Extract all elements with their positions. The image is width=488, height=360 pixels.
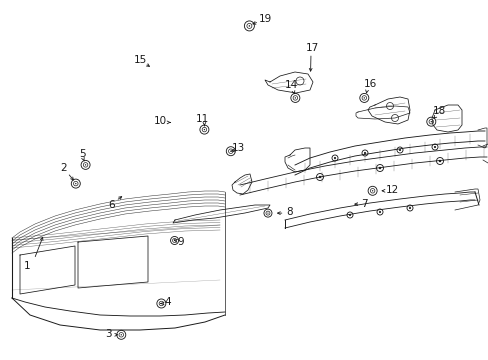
Text: 4: 4 [164, 297, 171, 307]
Text: 5: 5 [79, 149, 85, 159]
Circle shape [203, 129, 204, 130]
Text: 3: 3 [105, 329, 112, 339]
Circle shape [267, 212, 268, 214]
Text: 8: 8 [285, 207, 292, 217]
Text: 18: 18 [431, 106, 445, 116]
Text: 11: 11 [196, 114, 209, 124]
Circle shape [85, 164, 86, 166]
Circle shape [371, 190, 372, 192]
Text: 15: 15 [134, 55, 147, 66]
Circle shape [230, 150, 231, 152]
Text: 10: 10 [154, 116, 166, 126]
Circle shape [363, 152, 366, 154]
Circle shape [348, 214, 350, 216]
Text: 2: 2 [60, 163, 67, 173]
Circle shape [408, 207, 410, 209]
Text: 16: 16 [363, 79, 376, 89]
Circle shape [161, 303, 162, 304]
Circle shape [75, 183, 76, 184]
Circle shape [294, 97, 295, 99]
Circle shape [378, 167, 381, 169]
Circle shape [433, 146, 435, 148]
Circle shape [363, 97, 364, 99]
Circle shape [378, 211, 380, 213]
Circle shape [398, 149, 400, 151]
Text: 1: 1 [23, 261, 30, 271]
Text: 12: 12 [385, 185, 398, 195]
Text: 6: 6 [108, 200, 115, 210]
Text: 19: 19 [258, 14, 272, 24]
Circle shape [333, 157, 335, 159]
Circle shape [430, 121, 431, 122]
Circle shape [318, 176, 321, 178]
Text: 13: 13 [231, 143, 244, 153]
Text: 14: 14 [284, 80, 297, 90]
Circle shape [174, 240, 175, 241]
Text: 7: 7 [360, 199, 367, 209]
Circle shape [121, 334, 122, 336]
Circle shape [248, 25, 250, 27]
Circle shape [438, 160, 440, 162]
Text: 9: 9 [177, 237, 184, 247]
Text: 17: 17 [305, 43, 318, 53]
